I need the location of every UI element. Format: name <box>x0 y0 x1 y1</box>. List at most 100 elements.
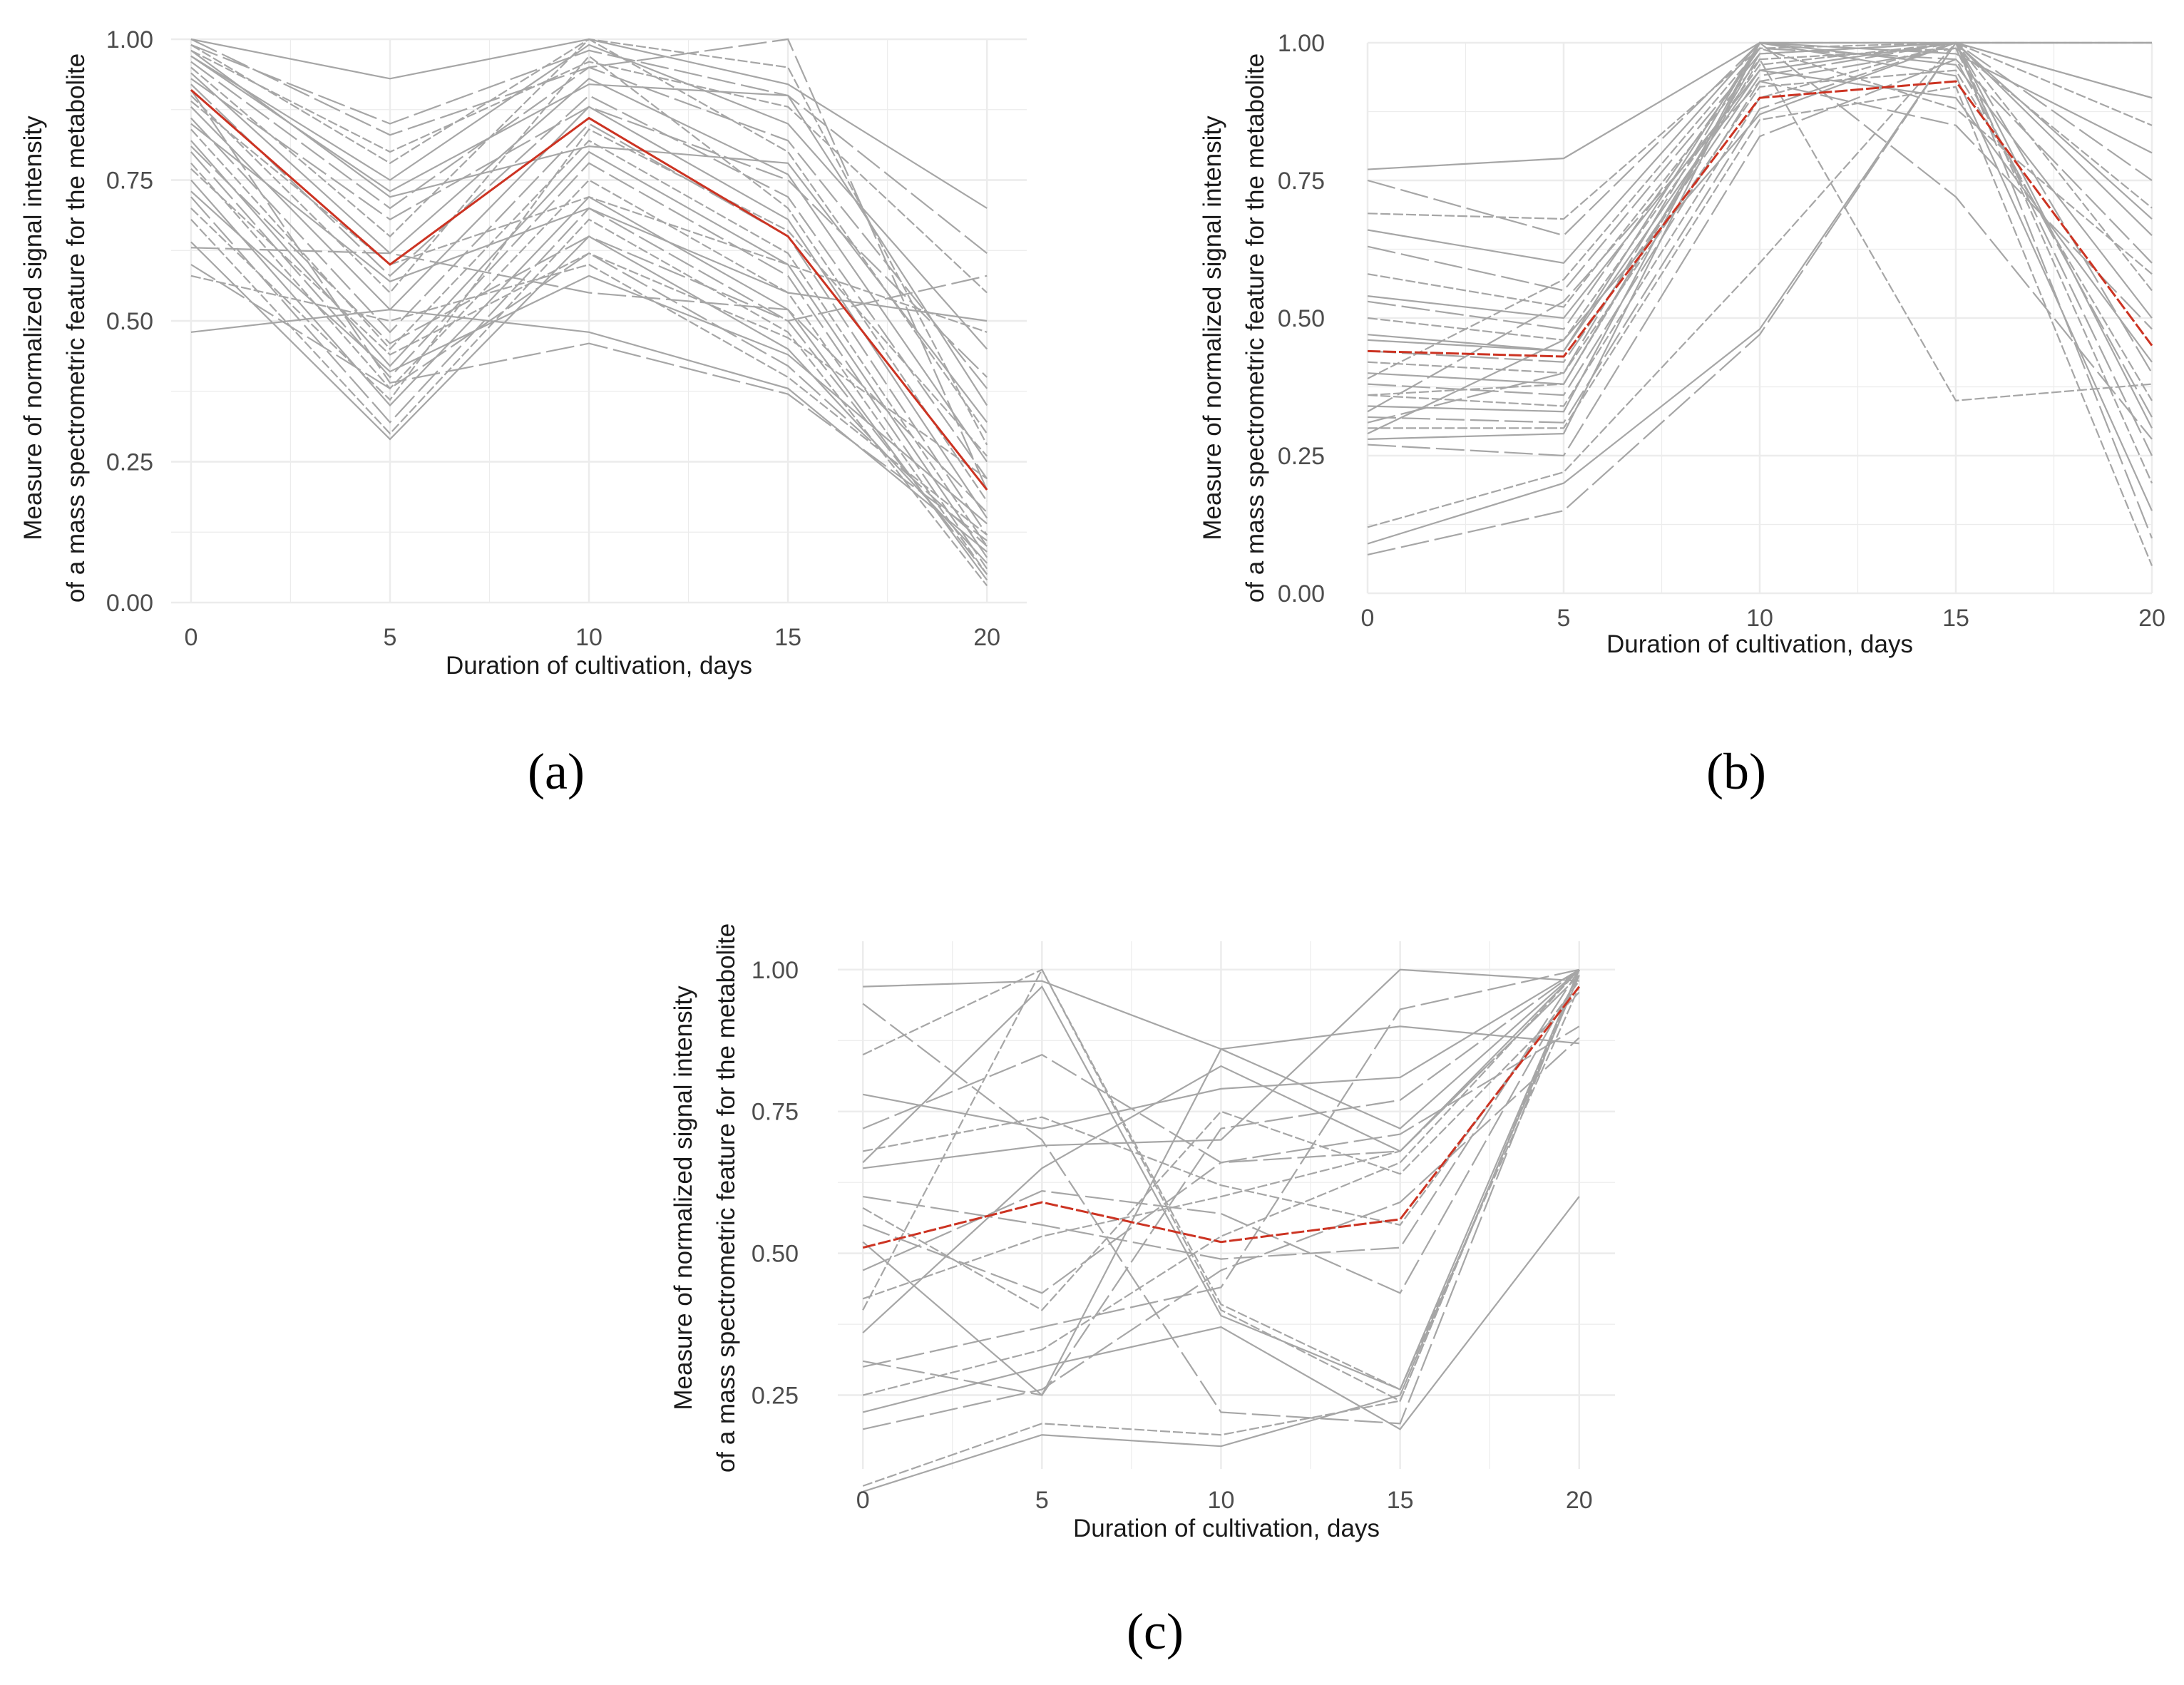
profile-line <box>862 980 1580 1226</box>
chart-c-svg: 0.25 0.50 0.75 1.00 0 5 10 15 20 Duration of cult… <box>670 923 1615 1542</box>
profile-line <box>862 968 1580 1368</box>
y-tick-label: 0.00 <box>1278 580 1325 608</box>
mean-line <box>1367 80 2153 358</box>
x-axis-title: Duration of cultivation, days <box>1606 630 1913 658</box>
profile-line <box>190 163 988 575</box>
caption-c: (c) <box>1127 1603 1184 1660</box>
profile-line <box>190 101 988 333</box>
y-tick-label: 1.00 <box>752 957 799 984</box>
x-tick-label: 10 <box>575 624 603 651</box>
y-tick-label: 0.25 <box>1278 443 1325 470</box>
profile-line <box>1367 47 2153 308</box>
profile-line <box>1367 41 2153 440</box>
mean-line <box>862 985 1580 1249</box>
x-tick-label: 0 <box>856 1487 870 1514</box>
profile-line <box>862 969 1580 1396</box>
y-axis-title-line-2: of a mass spectrometric feature for the … <box>1241 53 1269 603</box>
profile-line <box>1367 58 2153 457</box>
x-tick-label: 20 <box>1566 1487 1593 1514</box>
series-group-a <box>190 38 988 586</box>
profile-line <box>190 117 988 536</box>
profile-line <box>1367 57 2153 401</box>
y-tick-label: 1.00 <box>1278 30 1325 57</box>
profile-line <box>190 78 988 378</box>
chart-a-svg: 0.00 0.25 0.50 0.75 1.00 0 5 10 15 20 Duration of … <box>19 26 1027 680</box>
profile-line <box>190 38 988 446</box>
y-axis-title-line-1: Measure of normalized signal intensity <box>1199 116 1226 541</box>
profile-line <box>862 969 1580 1391</box>
x-tick-label: 15 <box>774 624 801 651</box>
profile-line <box>1367 47 2153 379</box>
profile-line <box>862 1037 1580 1430</box>
profile-line <box>190 145 988 344</box>
profile-line <box>190 43 988 255</box>
profile-line <box>190 128 988 457</box>
x-tick-label: 0 <box>184 624 198 651</box>
profile-line <box>190 89 988 541</box>
y-tick-label: 0.50 <box>752 1241 799 1268</box>
chart-panel-a: 0.00 0.25 0.50 0.75 1.00 0 5 10 15 20 Duration of … <box>0 0 1070 699</box>
y-axis-title-line-2: of a mass spectrometric feature for the … <box>712 923 740 1473</box>
profile-line <box>190 168 988 480</box>
y-tick-label: 0.75 <box>752 1099 799 1126</box>
series-group-b <box>1367 41 2153 566</box>
profile-line <box>862 1025 1580 1294</box>
profile-line <box>1367 69 2153 401</box>
profile-line <box>1367 69 2153 363</box>
y-tick-label: 1.00 <box>106 26 153 53</box>
profile-line <box>862 975 1580 1294</box>
profile-line <box>1367 41 2153 435</box>
profile-line <box>1367 41 2153 539</box>
profile-line <box>862 969 1580 1425</box>
profile-line <box>190 123 988 322</box>
chart-panel-c: 0.25 0.50 0.75 1.00 0 5 10 15 20 Duration of cult… <box>642 884 1683 1569</box>
profile-line <box>862 1196 1580 1430</box>
caption-a: (a) <box>528 743 585 800</box>
series-group-c <box>862 968 1580 1492</box>
y-tick-label: 0.75 <box>1278 168 1325 195</box>
profile-line <box>863 968 1579 1169</box>
profile-line <box>190 49 988 294</box>
y-tick-label: 0.00 <box>106 590 153 617</box>
profile-line <box>1367 80 2153 413</box>
y-axis-title-line-2: of a mass spectrometric feature for the … <box>62 53 90 603</box>
profile-line <box>190 252 988 547</box>
profile-line <box>190 151 988 570</box>
y-tick-label: 0.75 <box>106 168 153 195</box>
profile-line <box>862 991 1580 1311</box>
y-axis-title-line-1: Measure of normalized signal intensity <box>670 985 697 1410</box>
profile-line <box>862 968 1580 1397</box>
x-tick-label: 15 <box>1387 1487 1414 1514</box>
x-tick-label: 20 <box>973 624 1000 651</box>
profile-line <box>862 969 1580 1333</box>
x-tick-label: 0 <box>1361 605 1375 632</box>
y-tick-label: 0.50 <box>106 308 153 335</box>
profile-line <box>190 49 988 423</box>
profile-line <box>190 38 988 491</box>
x-tick-label: 10 <box>1208 1487 1235 1514</box>
profile-line <box>1367 41 2152 556</box>
x-axis-title: Duration of cultivation, days <box>1073 1515 1380 1542</box>
profile-line <box>190 247 988 513</box>
caption-b: (b) <box>1706 743 1766 800</box>
profile-line <box>862 975 1580 1492</box>
x-tick-label: 5 <box>384 624 397 651</box>
x-tick-label: 20 <box>2138 605 2165 632</box>
profile-line <box>862 968 1580 1396</box>
chart-b-svg: 0.00 0.25 0.50 0.75 1.00 0 5 10 15 20 Duration of … <box>1199 30 2165 658</box>
profile-line <box>862 969 1580 1260</box>
chart-panel-b: 0.00 0.25 0.50 0.75 1.00 0 5 10 15 20 Duration of … <box>1169 0 2184 685</box>
profile-line <box>190 55 988 406</box>
profile-line <box>1367 41 2153 374</box>
mean-line <box>190 88 988 491</box>
profile-line <box>862 974 1580 1300</box>
x-tick-label: 5 <box>1035 1487 1049 1514</box>
y-axis-title-line-1: Measure of normalized signal intensity <box>19 116 47 541</box>
profile-line <box>1367 41 2153 429</box>
profile-line <box>190 128 988 547</box>
y-tick-label: 0.25 <box>752 1383 799 1410</box>
y-tick-label: 0.50 <box>1278 305 1325 332</box>
x-tick-label: 5 <box>1557 605 1571 632</box>
profile-line <box>190 140 988 558</box>
profile-line <box>862 968 1580 1130</box>
